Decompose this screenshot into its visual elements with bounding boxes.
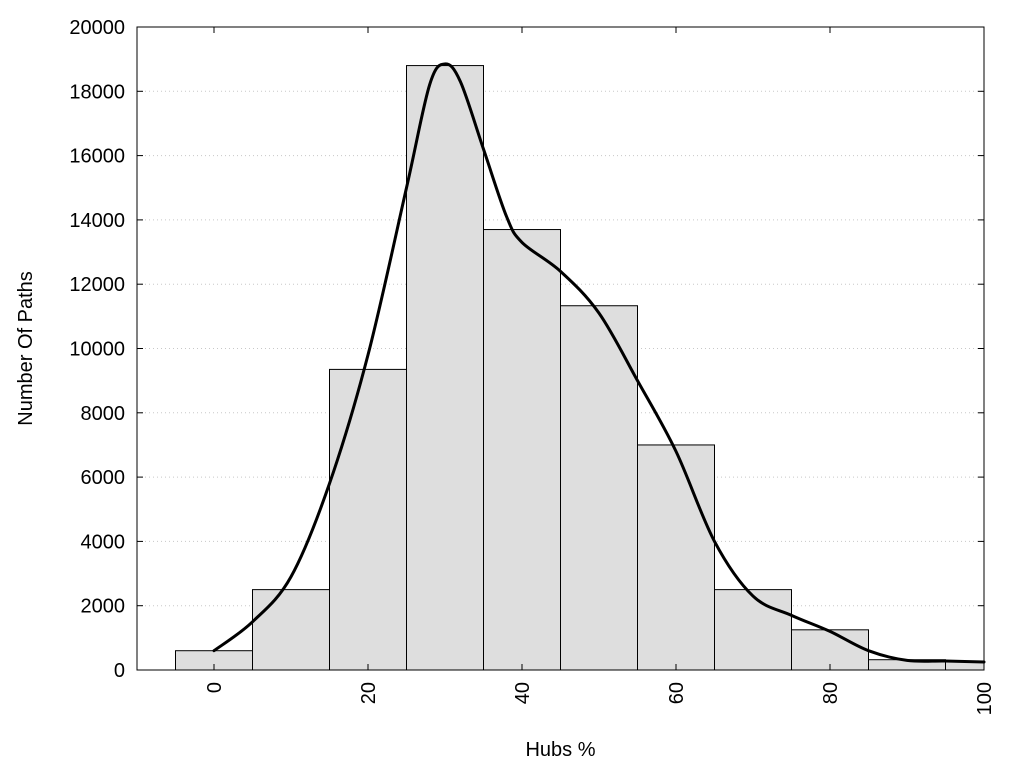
- y-tick-label: 16000: [69, 146, 125, 168]
- x-tick-label: 100: [974, 682, 996, 715]
- y-tick-label: 8000: [81, 403, 126, 425]
- x-axis-title: Hubs %: [525, 739, 595, 761]
- x-tick-label: 40: [512, 682, 534, 704]
- y-tick-label: 6000: [81, 467, 126, 489]
- histogram-bar: [252, 589, 330, 671]
- density-curve: [212, 62, 986, 664]
- y-tick-label: 18000: [69, 81, 125, 103]
- y-tick-label: 12000: [69, 274, 125, 296]
- x-tick-label: 80: [820, 682, 842, 704]
- y-axis-title: Number Of Paths: [15, 271, 37, 426]
- x-tick-label: 60: [666, 682, 688, 704]
- y-tick-label: 0: [114, 660, 125, 682]
- histogram-bar: [637, 444, 715, 671]
- y-tick-label: 20000: [69, 17, 125, 39]
- histogram-bar: [560, 305, 638, 671]
- x-tick-label: 0: [204, 682, 226, 693]
- y-tick-label: 4000: [81, 531, 126, 553]
- y-tick-label: 2000: [81, 596, 126, 618]
- x-tick-label: 20: [358, 682, 380, 704]
- histogram-bar: [483, 229, 561, 671]
- y-tick-label: 10000: [69, 339, 125, 361]
- y-tick-label: 14000: [69, 210, 125, 232]
- histogram-bar: [406, 65, 484, 671]
- histogram-bar: [714, 589, 792, 671]
- histogram-bar: [791, 629, 869, 671]
- histogram-bar: [329, 368, 407, 671]
